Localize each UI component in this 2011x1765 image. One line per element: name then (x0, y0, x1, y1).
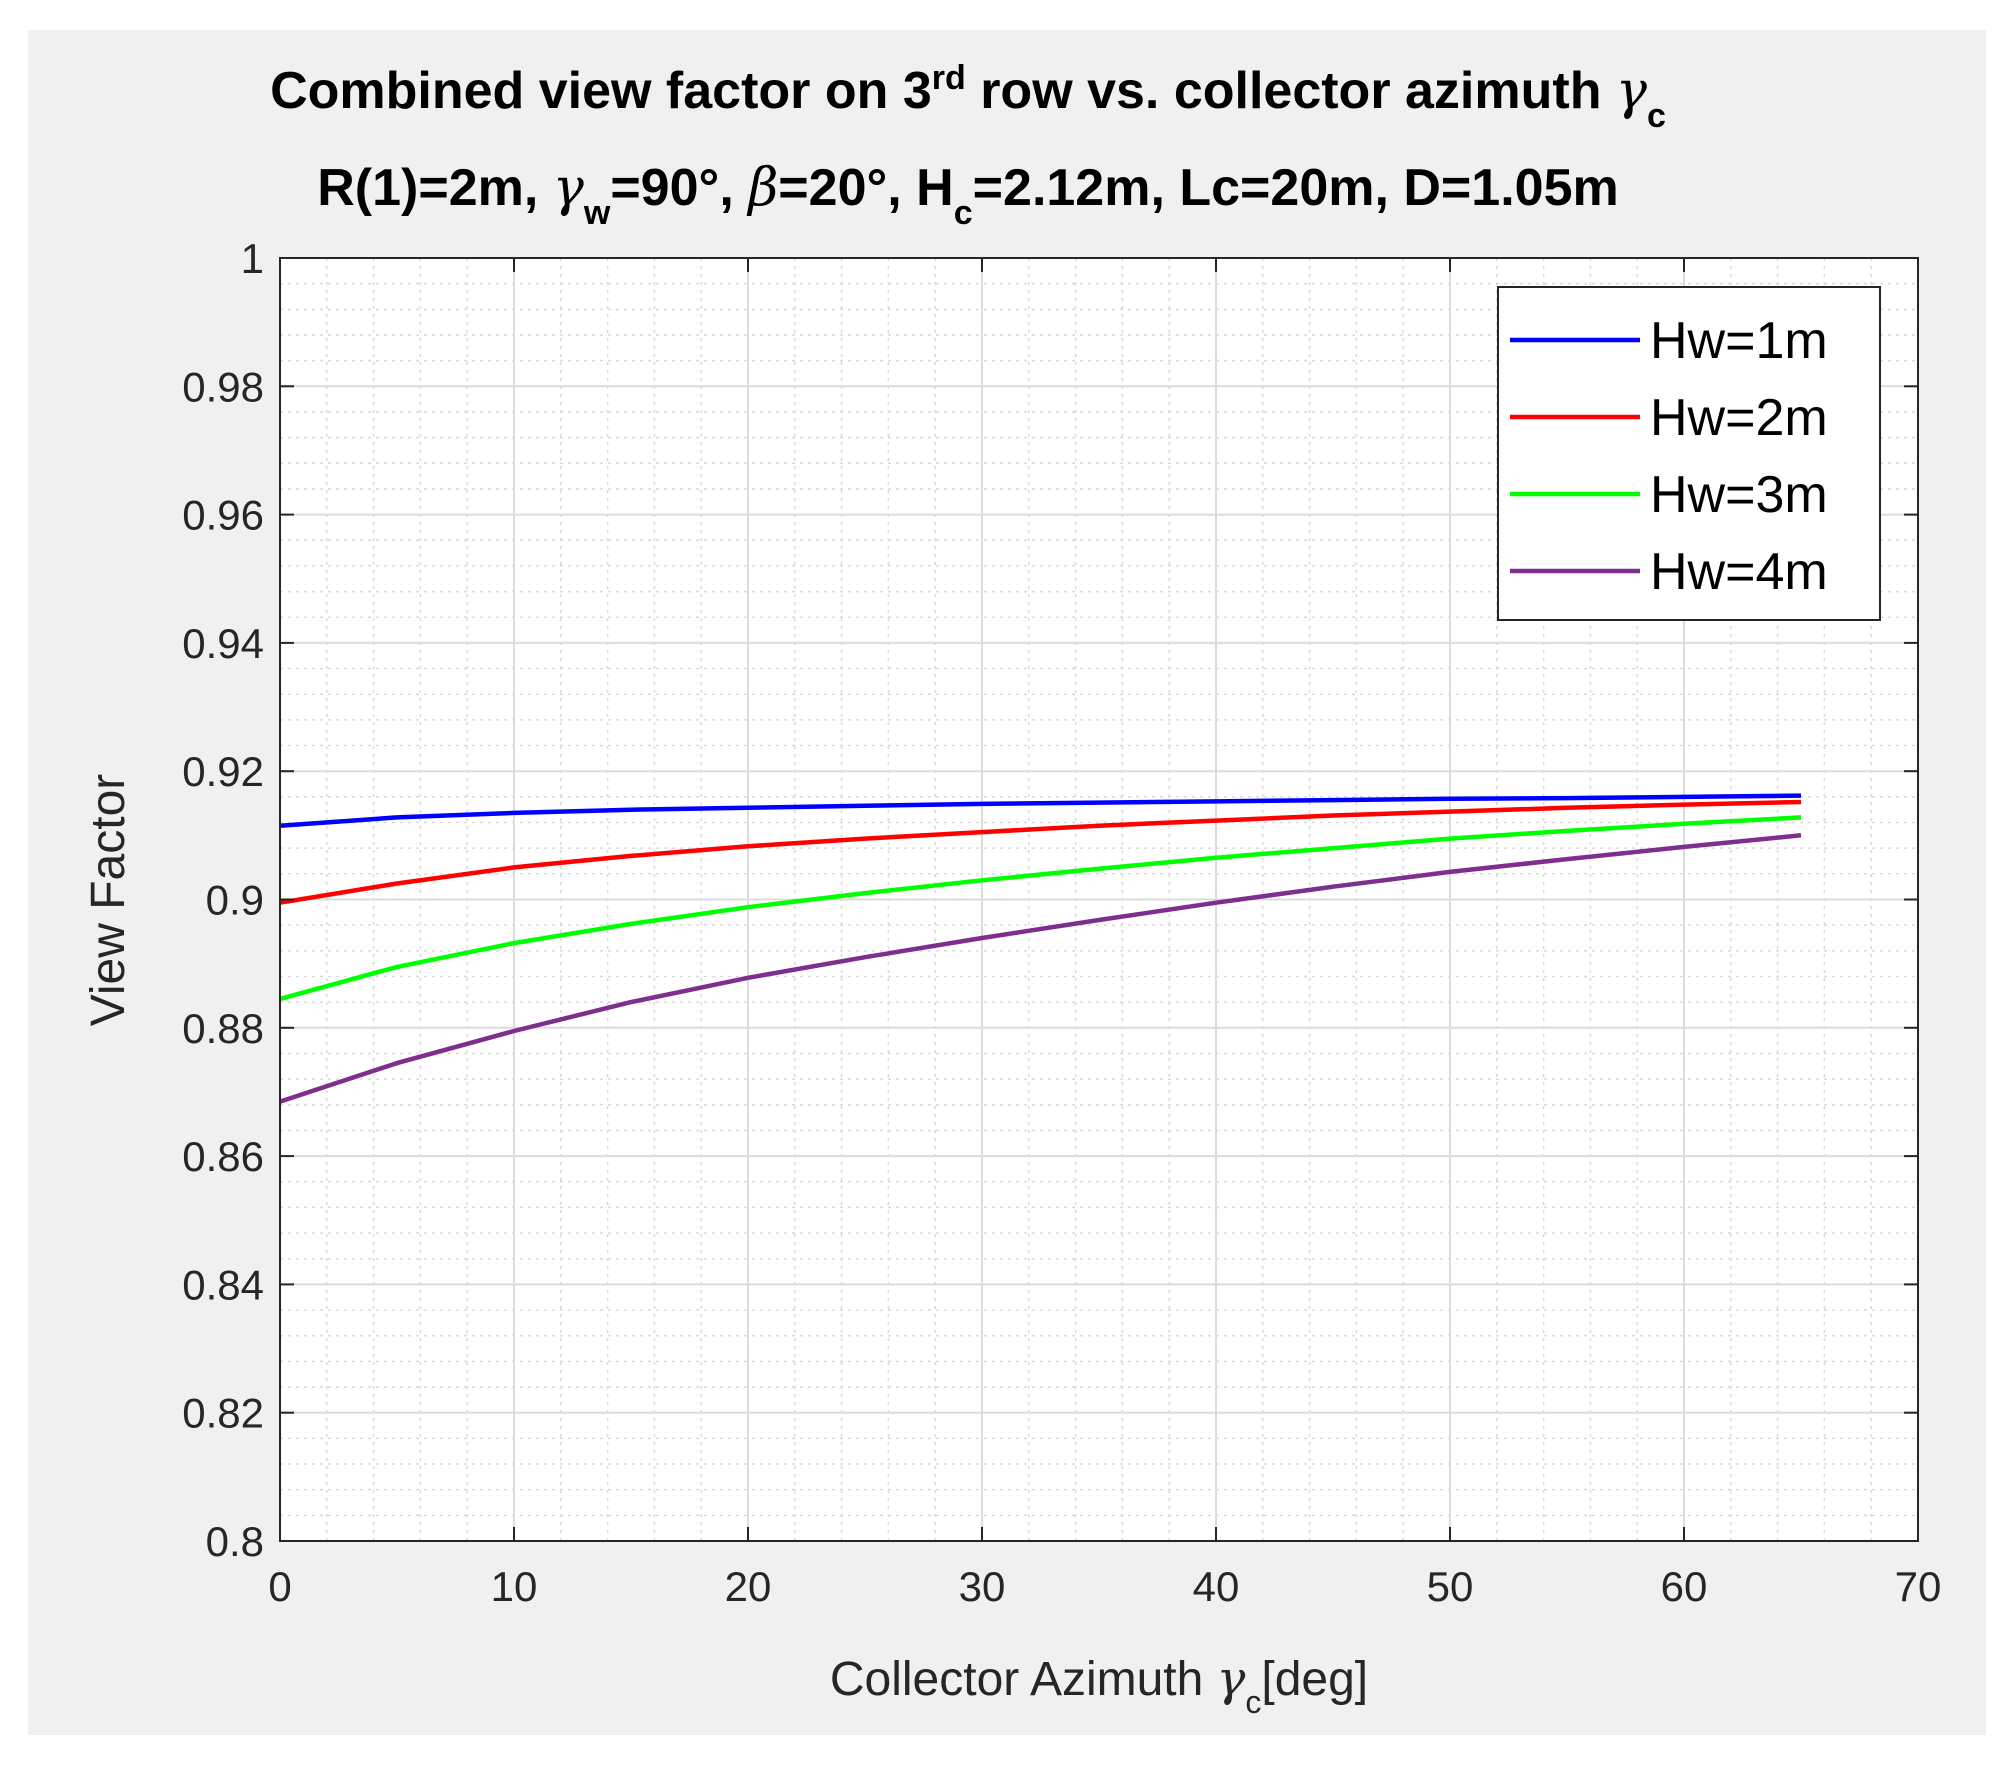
series-line-Hw=4m (279, 833, 1802, 1104)
legend-label-Hw=4m: Hw=4m (1650, 543, 1828, 601)
series-line-Hw=2m (279, 799, 1802, 905)
y-tick-label: 0.92 (182, 748, 264, 795)
legend-label-Hw=2m: Hw=2m (1650, 389, 1828, 447)
y-tick-label: 0.94 (182, 620, 264, 667)
x-tick-label: 20 (725, 1563, 772, 1610)
x-tick-label: 50 (1427, 1563, 1474, 1610)
y-tick-label: 0.98 (182, 363, 264, 410)
chart-title-line2: R(1)=2m, γw=90°, β=20°, Hc=2.12m, Lc=20m… (317, 158, 1619, 232)
y-axis-label: View Factor (82, 774, 135, 1027)
y-tick-label: 0.86 (182, 1133, 264, 1180)
series-line-Hw=1m (279, 793, 1802, 828)
x-tick-label: 60 (1661, 1563, 1708, 1610)
legend-label-Hw=3m: Hw=3m (1650, 466, 1828, 524)
y-tick-label: 0.82 (182, 1390, 264, 1437)
y-tick-label: 0.8 (206, 1518, 264, 1565)
y-tick-label: 1 (241, 235, 264, 282)
x-axis-label: Collector Azimuth γc[deg] (830, 1651, 1368, 1720)
series-line-Hw=3m (279, 815, 1802, 1002)
legend-box (1497, 286, 1881, 621)
legend-label-Hw=1m: Hw=1m (1650, 312, 1828, 370)
chart-title-line1: Combined view factor on 3rd row vs. coll… (270, 59, 1666, 135)
y-tick-label: 0.9 (206, 877, 264, 924)
legend: Hw=1m Hw=2m Hw=3m Hw=4m (1497, 286, 1881, 621)
x-tick-label: 40 (1193, 1563, 1240, 1610)
tick-marks (279, 257, 1919, 1542)
x-tick-label: 10 (491, 1563, 538, 1610)
y-tick-labels: 0.8 0.82 0.84 0.86 0.88 0.9 0.92 0.94 0.96 0.98 1 (182, 235, 264, 1565)
y-tick-label: 0.88 (182, 1005, 264, 1052)
series-layer (279, 793, 1802, 1104)
y-tick-label: 0.84 (182, 1261, 264, 1308)
x-tick-label: 30 (959, 1563, 1006, 1610)
x-tick-labels: 0 10 20 30 40 50 60 70 (268, 1563, 1941, 1610)
x-tick-label: 0 (268, 1563, 291, 1610)
y-tick-label: 0.96 (182, 492, 264, 539)
x-tick-label: 70 (1895, 1563, 1942, 1610)
